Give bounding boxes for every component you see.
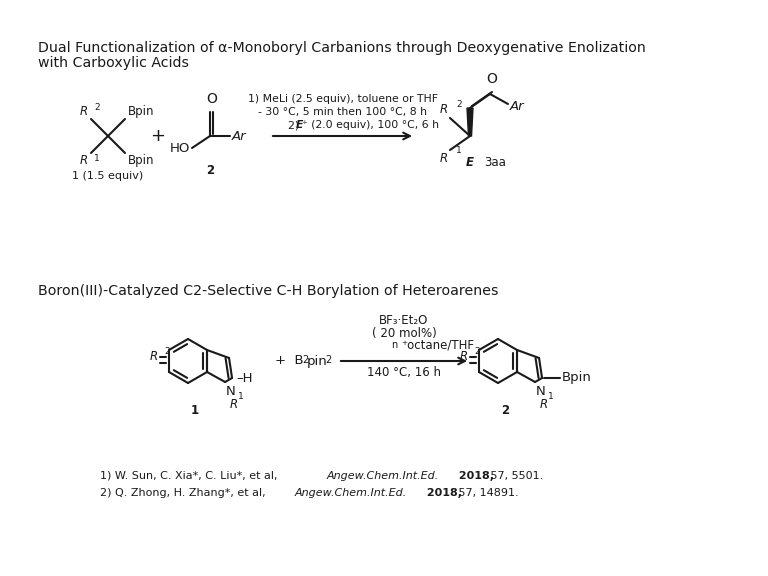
Text: +  B: + B	[275, 354, 303, 367]
Text: 2: 2	[164, 347, 170, 355]
Text: 57, 5501.: 57, 5501.	[487, 471, 543, 481]
Text: - 30 °C, 5 min then 100 °C, 8 h: - 30 °C, 5 min then 100 °C, 8 h	[258, 107, 427, 117]
Text: 1: 1	[238, 392, 243, 401]
Text: BF₃·Et₂O: BF₃·Et₂O	[379, 314, 429, 327]
Text: Bpin: Bpin	[128, 105, 154, 118]
Text: Angew.Chem.Int.Ed.: Angew.Chem.Int.Ed.	[295, 488, 407, 498]
Text: 2018,: 2018,	[423, 488, 462, 498]
Text: 1: 1	[456, 146, 462, 155]
Text: 1: 1	[191, 404, 199, 417]
Text: 1 (1.5 equiv): 1 (1.5 equiv)	[72, 171, 144, 181]
Text: O: O	[487, 72, 498, 86]
Text: R: R	[540, 398, 548, 411]
Text: 2: 2	[325, 355, 331, 365]
Text: Ar: Ar	[510, 100, 525, 112]
Text: N: N	[536, 385, 546, 398]
Text: pin: pin	[307, 354, 328, 367]
Text: Bpin: Bpin	[128, 154, 154, 167]
Text: N: N	[226, 385, 236, 398]
Text: Boron(III)-Catalyzed C2-Selective C-H Borylation of Heteroarenes: Boron(III)-Catalyzed C2-Selective C-H Bo…	[38, 284, 498, 298]
Text: 2: 2	[456, 100, 462, 109]
Text: Angew.Chem.Int.Ed.: Angew.Chem.Int.Ed.	[327, 471, 439, 481]
Text: R: R	[80, 105, 88, 118]
Text: R: R	[440, 152, 448, 165]
Text: n: n	[391, 340, 397, 350]
Text: 2: 2	[501, 404, 509, 417]
Text: +: +	[151, 127, 165, 145]
Text: 2): 2)	[287, 120, 302, 130]
Text: 140 °C, 16 h: 140 °C, 16 h	[367, 366, 441, 379]
Text: O: O	[206, 92, 217, 106]
Text: 2: 2	[206, 164, 214, 177]
Text: R: R	[460, 351, 468, 363]
Text: HO: HO	[170, 142, 190, 154]
Text: 2) Q. Zhong, H. Zhang*, et al,: 2) Q. Zhong, H. Zhang*, et al,	[100, 488, 269, 498]
Text: 1: 1	[548, 392, 554, 401]
Text: ( 20 mol%): ( 20 mol%)	[372, 327, 436, 340]
Text: Ar: Ar	[232, 130, 247, 142]
Text: Bpin: Bpin	[562, 372, 592, 385]
Text: ⁺ (2.0 equiv), 100 °C, 6 h: ⁺ (2.0 equiv), 100 °C, 6 h	[303, 120, 439, 130]
Text: R: R	[150, 351, 158, 363]
Text: R: R	[80, 154, 88, 167]
Text: –H: –H	[236, 372, 253, 385]
Text: 2: 2	[302, 355, 308, 365]
Text: with Carboxylic Acids: with Carboxylic Acids	[38, 56, 189, 70]
Polygon shape	[467, 108, 473, 136]
Text: 2: 2	[474, 347, 480, 355]
Text: 1: 1	[94, 154, 100, 163]
Text: 57, 14891.: 57, 14891.	[455, 488, 518, 498]
Text: R: R	[230, 398, 238, 411]
Text: 1) W. Sun, C. Xia*, C. Liu*, et al,: 1) W. Sun, C. Xia*, C. Liu*, et al,	[100, 471, 281, 481]
Text: 2: 2	[94, 103, 100, 112]
Text: E: E	[296, 120, 303, 130]
Text: 2018,: 2018,	[455, 471, 494, 481]
Text: R: R	[440, 103, 448, 116]
Text: 3aa: 3aa	[484, 156, 506, 169]
Text: Dual Functionalization of α-Monoboryl Carbanions through Deoxygenative Enolizati: Dual Functionalization of α-Monoboryl Ca…	[38, 41, 646, 55]
Text: E: E	[466, 156, 474, 169]
Text: ⁺octane/THF: ⁺octane/THF	[401, 339, 474, 352]
Text: 1) MeLi (2.5 equiv), toluene or THF: 1) MeLi (2.5 equiv), toluene or THF	[247, 94, 438, 104]
